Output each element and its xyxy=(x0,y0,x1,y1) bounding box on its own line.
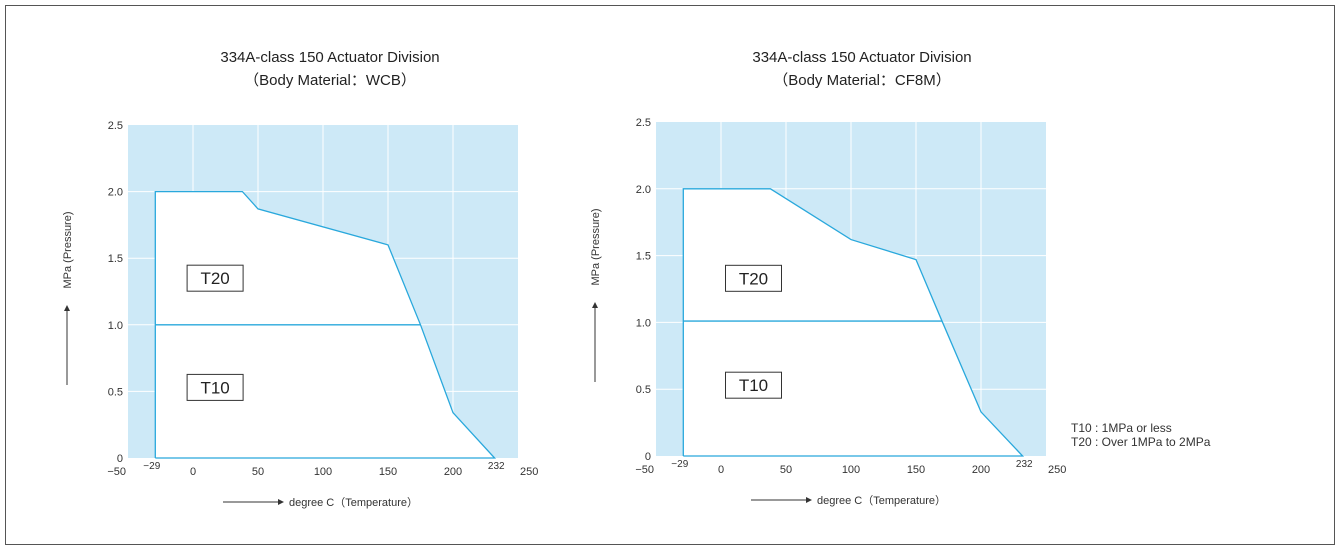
chart-2-title-line2: （Body Material：CF8M） xyxy=(773,72,951,89)
chart-1-boundary-line xyxy=(154,190,497,459)
chart-2-boundary-line xyxy=(682,188,1025,457)
chart-1-x-tick-label: 50 xyxy=(252,466,264,478)
chart-2-region-label-box xyxy=(725,371,782,399)
chart-2-y-axis-label: MPa (Pressure) xyxy=(590,208,602,285)
chart-2-region-label-t20: T20 xyxy=(739,269,768,288)
chart-2-y-axis-arrow-head xyxy=(592,302,598,308)
chart-1-x-axis-label: degree C（Temperature） xyxy=(289,496,418,509)
chart-2-x-tick-label: 200 xyxy=(972,464,990,476)
legend-note: T10 : 1MPa or less T20 : Over 1MPa to 2M… xyxy=(1071,421,1210,449)
chart-1-y-axis-label: MPa (Pressure) xyxy=(62,211,74,288)
note-t10: T10 : 1MPa or less xyxy=(1071,421,1172,435)
note-t20: T20 : Over 1MPa to 2MPa xyxy=(1071,435,1211,449)
chart-2-y-tick-label: 2.0 xyxy=(636,184,651,196)
chart-2-y-tick-label: 1.5 xyxy=(636,251,651,263)
chart-2-x-tick-label: 150 xyxy=(907,464,925,476)
chart-2-x-tick-label: 50 xyxy=(780,464,792,476)
chart-1-x-tick-label: 150 xyxy=(379,466,397,478)
chart-2-x-tick-label: −50 xyxy=(635,464,654,476)
chart-2-title-line1: 334A-class 150 Actuator Division xyxy=(752,49,972,66)
chart-2-region-label-box xyxy=(725,264,782,292)
chart-2-x-axis-arrow-head xyxy=(806,497,812,503)
chart-2-y-tick-label: 1.0 xyxy=(636,317,651,329)
chart-1-y-tick-label: 1.0 xyxy=(108,320,123,332)
chart-1-y-tick-label: 1.5 xyxy=(108,253,123,265)
chart-2-x-marker-label: 232 xyxy=(1016,459,1033,470)
chart-1-y-axis-arrow-head xyxy=(64,305,70,311)
chart-2-x-tick-label: 100 xyxy=(842,464,860,476)
chart-2-x-marker-label: −29 xyxy=(671,459,688,470)
chart-1-x-tick-label: 200 xyxy=(444,466,462,478)
chart-1-title-line1: 334A-class 150 Actuator Division xyxy=(220,49,440,66)
chart-2-title: 334A-class 150 Actuator Division （Body M… xyxy=(692,46,1032,92)
chart-1-region-label-box xyxy=(186,264,244,292)
chart-1-x-tick-label: 0 xyxy=(190,466,196,478)
chart-2-y-tick-label: 0 xyxy=(645,451,651,463)
figure-frame: 334A-class 150 Actuator Division （Body M… xyxy=(5,5,1335,545)
chart-2-x-axis-label: degree C（Temperature） xyxy=(817,494,946,507)
chart-1-region-label-t10: T10 xyxy=(200,378,229,397)
chart-2-y-tick-label: 2.5 xyxy=(636,117,651,129)
chart-1-region-label-box xyxy=(186,373,244,401)
chart-1-x-tick-label: 100 xyxy=(314,466,332,478)
chart-1-x-axis-arrow-head xyxy=(278,499,284,505)
chart-1-y-tick-label: 2.0 xyxy=(108,187,123,199)
chart-1-y-tick-label: 0 xyxy=(117,453,123,465)
chart-2-x-tick-label: 0 xyxy=(718,464,724,476)
chart-1-x-tick-label: 250 xyxy=(520,466,538,478)
chart-1-title: 334A-class 150 Actuator Division （Body M… xyxy=(160,46,500,92)
chart-2-region-label-t10: T10 xyxy=(739,376,768,395)
chart-1-x-tick-label: −50 xyxy=(107,466,126,478)
chart-1-title-line2: （Body Material：WCB） xyxy=(244,72,416,89)
chart-2-x-tick-label: 250 xyxy=(1048,464,1066,476)
chart-1-region-label-t20: T20 xyxy=(200,269,229,288)
chart-1-x-marker-label: −29 xyxy=(143,461,160,472)
chart-1-x-marker-label: 232 xyxy=(488,461,505,472)
chart-1-y-tick-label: 2.5 xyxy=(108,120,123,132)
chart-1-y-tick-label: 0.5 xyxy=(108,386,123,398)
chart-2-y-tick-label: 0.5 xyxy=(636,384,651,396)
